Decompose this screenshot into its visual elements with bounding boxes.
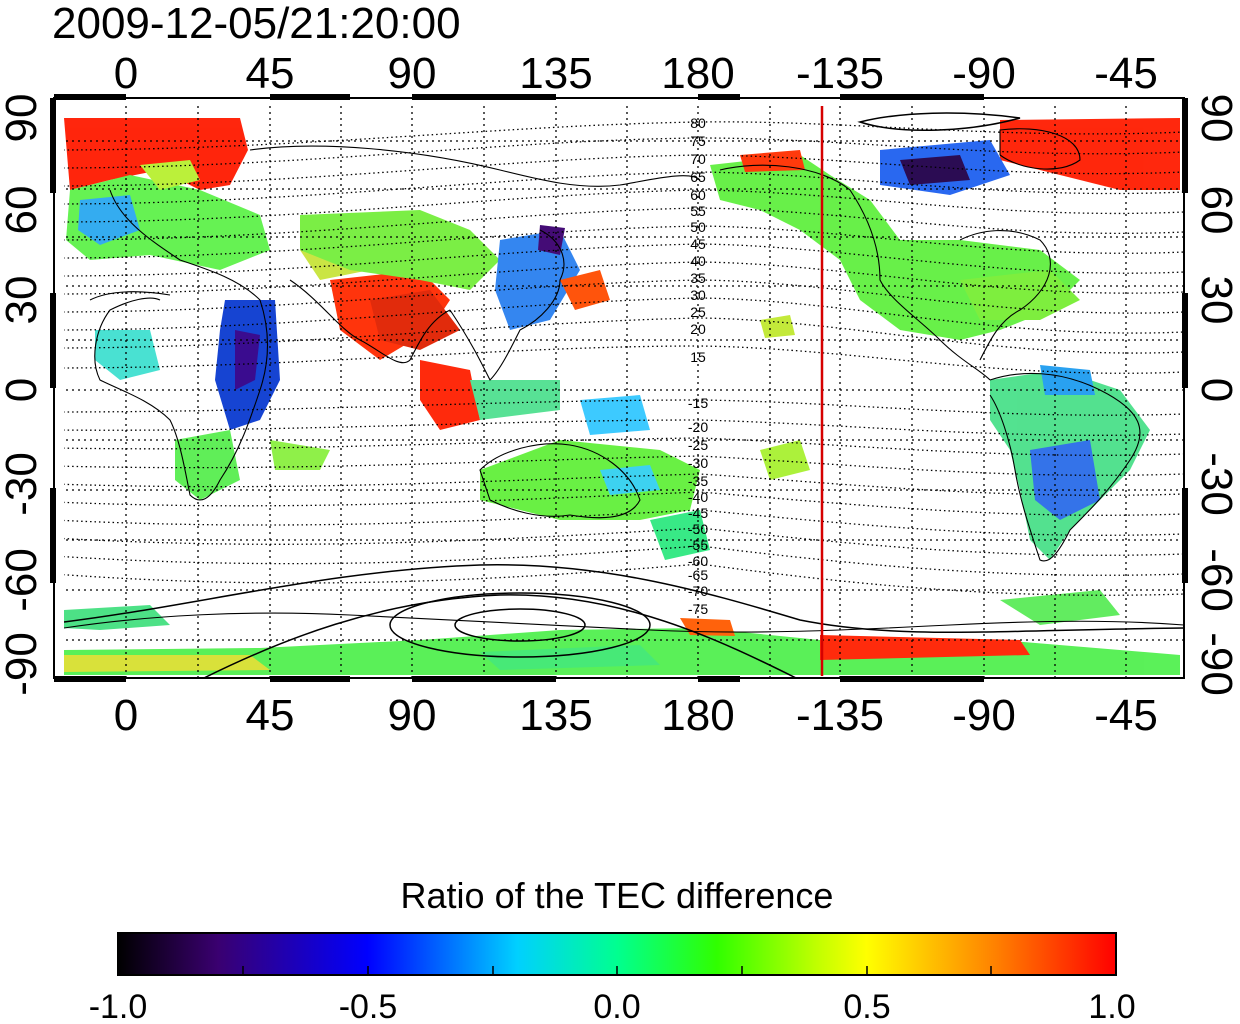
contour-label: -55 bbox=[688, 537, 708, 553]
contour-label: -30 bbox=[688, 455, 708, 471]
contour-label: -15 bbox=[688, 395, 708, 411]
timestamp-title: 2009-12-05/21:20:00 bbox=[52, 0, 461, 48]
y-tick-label: -30 bbox=[0, 452, 46, 516]
contour-labels-south: -15 -20 -25 -30 -35 -40 -45 -50 -55 -60 … bbox=[688, 395, 708, 617]
colorbar-tick-label: -1.0 bbox=[89, 988, 148, 1024]
y-tick-label: 90 bbox=[1192, 94, 1240, 143]
y-tick-label: -30 bbox=[1192, 452, 1240, 516]
x-axis-top-labels: 0 45 90 135 180 -135 -90 -45 bbox=[114, 49, 1158, 98]
y-tick-label: -60 bbox=[0, 548, 46, 612]
contour-label: -75 bbox=[688, 601, 708, 617]
contour-label: 30 bbox=[690, 287, 706, 303]
contour-label: -65 bbox=[688, 567, 708, 583]
contour-label: -35 bbox=[688, 473, 708, 489]
x-tick-label: -135 bbox=[796, 49, 884, 98]
magnetic-latitude-contours bbox=[64, 121, 1184, 596]
contour-labels-north: 80 75 70 65 60 55 50 45 40 35 30 25 20 1… bbox=[690, 115, 706, 365]
colorbar-ticks bbox=[117, 966, 1117, 975]
x-tick-label: -45 bbox=[1094, 691, 1158, 740]
contour-label: 65 bbox=[690, 169, 706, 185]
y-tick-label: 30 bbox=[1192, 276, 1240, 325]
contour-label: 35 bbox=[690, 270, 706, 286]
x-tick-label: 45 bbox=[246, 691, 295, 740]
x-tick-label: -135 bbox=[796, 691, 884, 740]
coastlines bbox=[64, 128, 1184, 633]
contour-label: 20 bbox=[690, 321, 706, 337]
colorbar-tick-label: 1.0 bbox=[1088, 988, 1135, 1024]
contour-label: 15 bbox=[690, 349, 706, 365]
y-tick-label: 0 bbox=[0, 378, 46, 402]
solid-contours bbox=[64, 112, 1184, 678]
colorbar-tick-label: 0.0 bbox=[593, 988, 640, 1024]
contour-label: 60 bbox=[690, 187, 706, 203]
y-tick-label: 90 bbox=[0, 94, 46, 143]
contour-label: 70 bbox=[690, 151, 706, 167]
contour-label: 55 bbox=[690, 203, 706, 219]
contour-label: -40 bbox=[688, 489, 708, 505]
axis-frame-bars bbox=[50, 94, 1188, 682]
y-tick-label: -90 bbox=[0, 632, 46, 696]
colorbar-title: Ratio of the TEC difference bbox=[401, 875, 834, 916]
contour-label: 25 bbox=[690, 304, 706, 320]
contour-label: -25 bbox=[688, 437, 708, 453]
x-tick-label: 90 bbox=[388, 49, 437, 98]
x-tick-label: -90 bbox=[952, 691, 1016, 740]
x-tick-label: 135 bbox=[519, 49, 592, 98]
contour-label: 80 bbox=[690, 115, 706, 131]
x-tick-label: -45 bbox=[1094, 49, 1158, 98]
x-tick-label: 180 bbox=[661, 49, 734, 98]
x-tick-label: 135 bbox=[519, 691, 592, 740]
contour-label: -50 bbox=[688, 521, 708, 537]
x-tick-label: 45 bbox=[246, 49, 295, 98]
graticule bbox=[64, 106, 1184, 678]
x-tick-label: 180 bbox=[661, 691, 734, 740]
contour-label: -70 bbox=[688, 583, 708, 599]
contour-label: -45 bbox=[688, 505, 708, 521]
contour-label: 40 bbox=[690, 253, 706, 269]
contour-label: -20 bbox=[688, 419, 708, 435]
x-tick-label: -90 bbox=[952, 49, 1016, 98]
x-tick-label: 90 bbox=[388, 691, 437, 740]
y-tick-label: 60 bbox=[0, 186, 46, 235]
y-tick-label: 30 bbox=[0, 276, 46, 325]
y-tick-label: 0 bbox=[1192, 378, 1240, 402]
x-axis-bottom-labels: 0 45 90 135 180 -135 -90 -45 bbox=[114, 691, 1158, 740]
colorbar-tick-label: 0.5 bbox=[843, 988, 890, 1024]
y-tick-label: -60 bbox=[1192, 548, 1240, 612]
colorbar-tick-label: -0.5 bbox=[339, 988, 398, 1024]
x-tick-label: 0 bbox=[114, 49, 138, 98]
y-tick-label: -90 bbox=[1192, 632, 1240, 696]
contour-label: -60 bbox=[688, 553, 708, 569]
y-tick-label: 60 bbox=[1192, 186, 1240, 235]
contour-label: 75 bbox=[690, 133, 706, 149]
y-axis-right-labels: 90 60 30 0 -30 -60 -90 bbox=[1192, 94, 1240, 696]
x-tick-label: 0 bbox=[114, 691, 138, 740]
contour-label: 50 bbox=[690, 219, 706, 235]
tec-data-patches bbox=[64, 118, 1180, 675]
colorbar-tick-labels: -1.0 -0.5 0.0 0.5 1.0 bbox=[89, 988, 1136, 1024]
contour-label: 45 bbox=[690, 236, 706, 252]
y-axis-left-labels: 90 60 30 0 -30 -60 -90 bbox=[0, 94, 46, 696]
